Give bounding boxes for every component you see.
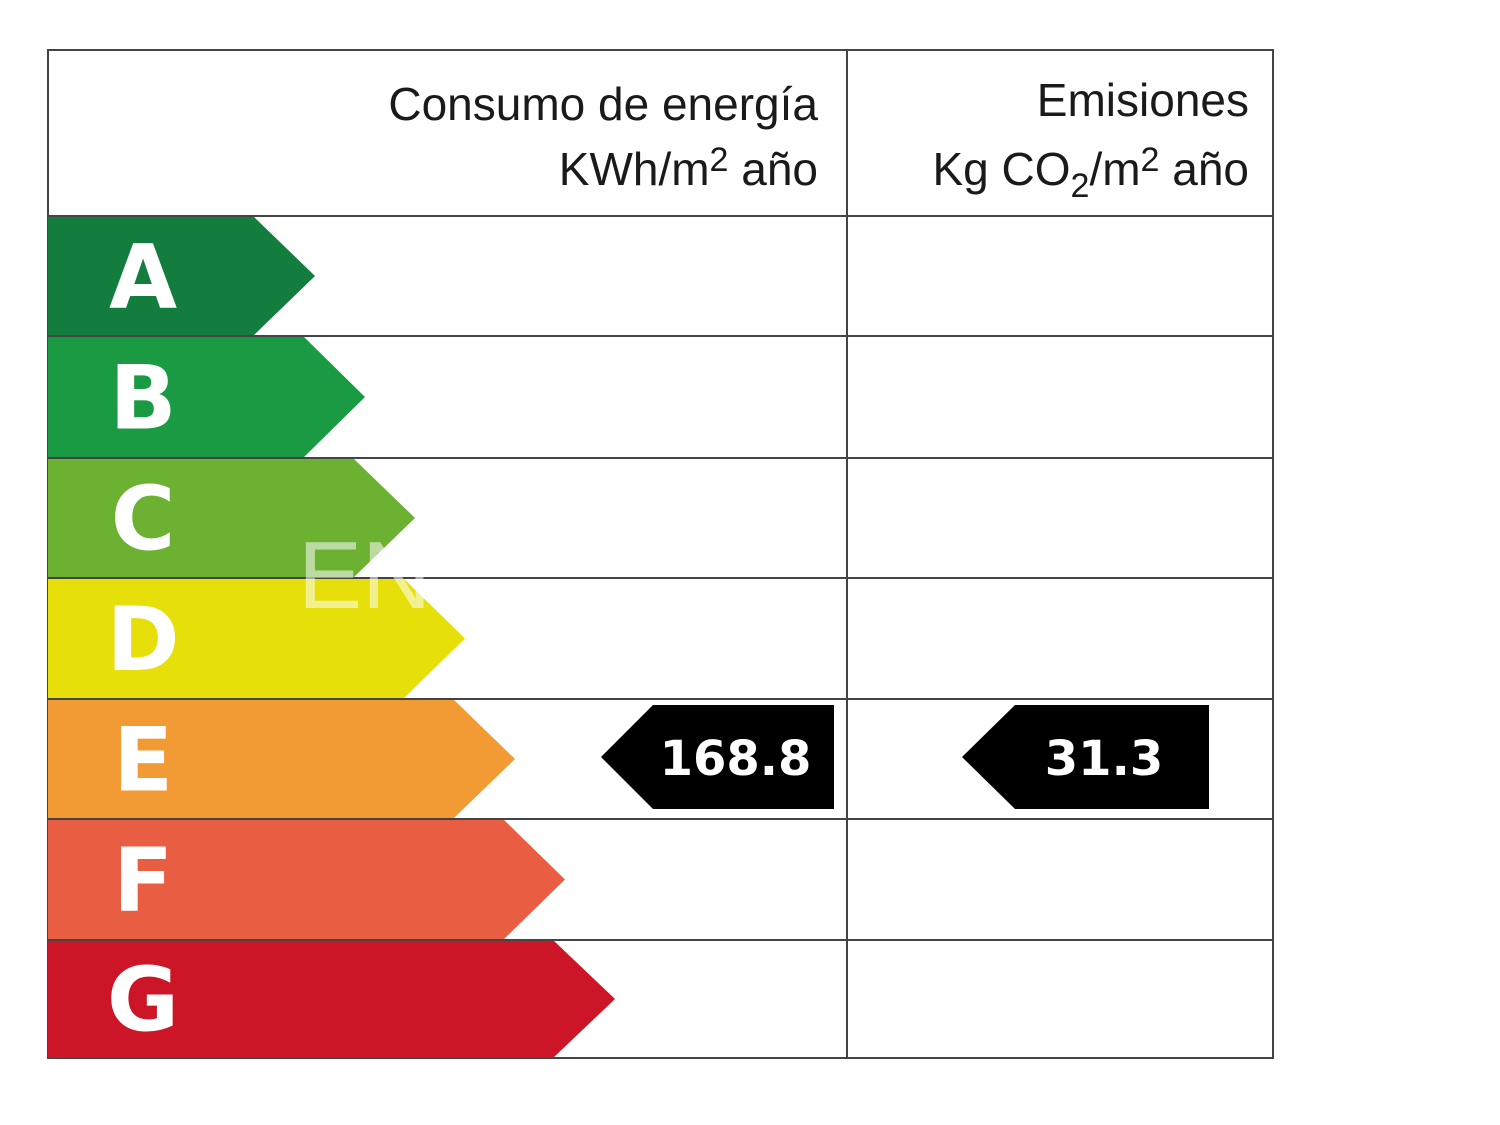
class-letter-e: E	[113, 709, 173, 812]
energy-header-unit: KWh/m2 año	[559, 141, 818, 195]
emissions-header-unit: Kg CO2/m2 año	[932, 141, 1249, 205]
class-arrow-d	[48, 578, 465, 699]
class-arrow-b	[48, 336, 365, 458]
emissions-header-title: Emisiones	[1037, 74, 1249, 126]
class-arrow-c	[48, 458, 415, 578]
emissions-value: 31.3	[1045, 731, 1163, 787]
class-arrow-a	[48, 216, 315, 336]
class-letter-g: G	[107, 949, 179, 1052]
energy-marker	[601, 705, 834, 809]
class-letter-a: A	[109, 226, 177, 329]
energy-value: 168.8	[660, 731, 812, 787]
energy-header-title: Consumo de energía	[388, 78, 818, 130]
class-arrow-g	[48, 940, 615, 1058]
emissions-marker	[962, 705, 1209, 809]
class-letter-f: F	[113, 829, 173, 932]
class-arrow-e	[48, 699, 515, 819]
class-letter-c: C	[111, 468, 176, 571]
watermark: EN	[298, 522, 431, 629]
class-letter-d: D	[106, 588, 179, 691]
class-letter-b: B	[109, 347, 176, 450]
class-arrow-f	[48, 819, 565, 940]
rating-markers: 168.8 31.3	[601, 705, 1209, 809]
table-grid	[48, 50, 1273, 1058]
